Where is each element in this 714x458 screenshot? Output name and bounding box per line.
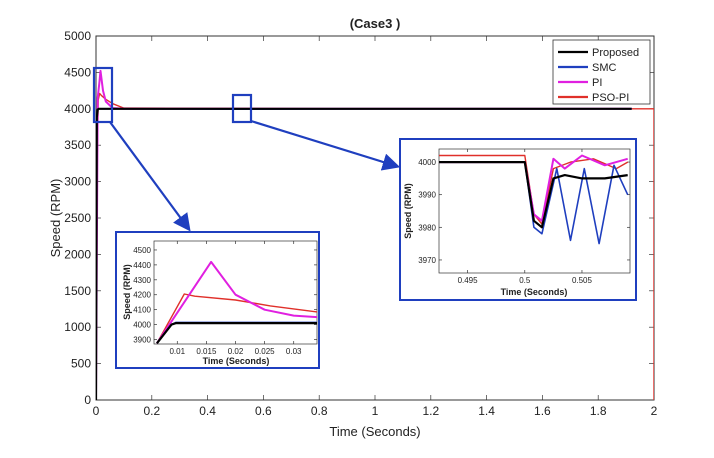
zoom-startup-ytick-label: 4300: [133, 276, 151, 285]
main-ytick-label: 2000: [64, 247, 91, 261]
legend-label-smc: SMC: [592, 62, 617, 74]
inset-disturbance: 0.495 0.5 0.505 3970 3980 3990 4000 Time (Seco…: [399, 138, 637, 301]
zoom-disturbance-ytick-label: 3990: [418, 191, 436, 200]
main-xtick-label: 0.4: [199, 404, 216, 418]
main-xtick-label: 0: [93, 404, 100, 418]
zoom-arrow-disturbance: [250, 119, 401, 171]
zoom-startup-ytick-label: 4400: [133, 261, 151, 270]
y-axis-label: Speed (RPM): [48, 179, 63, 258]
main-ytick-label: 1000: [64, 320, 91, 334]
main-xtick-label: 2: [651, 404, 658, 418]
main-ytick-label: 3500: [64, 138, 91, 152]
inset-disturbance-ylabel: Speed (RPM): [403, 183, 413, 239]
zoom-startup-xtick-label: 0.025: [255, 347, 276, 356]
main-xtick-label: 0.2: [143, 404, 160, 418]
main-xtick-label: 0.8: [311, 404, 328, 418]
zoom-startup-xtick-label: 0.01: [169, 347, 185, 356]
main-xtick-label: 1.8: [590, 404, 607, 418]
inset-startup-ticks: 0.01 0.015 0.02 0.025 0.03 3900 4000 4100 4200 43…: [133, 241, 317, 356]
main-ytick-label: 5000: [64, 29, 91, 43]
zoom-disturbance-ytick-label: 3980: [418, 223, 436, 232]
main-series: [96, 69, 654, 400]
zoom-arrow-startup: [109, 121, 191, 232]
zoom-startup-series-proposed: [156, 322, 317, 344]
zoom-disturbance-series-proposed: [439, 161, 628, 229]
zoom-startup-xtick-label: 0.03: [286, 347, 302, 356]
zoom-box-startup: [92, 66, 114, 124]
zoom-startup-ytick-label: 4100: [133, 306, 151, 315]
main-xtick-label: 1.4: [478, 404, 495, 418]
zoom-disturbance-ytick-label: 3970: [418, 256, 436, 265]
zoom-startup-ytick-label: 4200: [133, 291, 151, 300]
inset-startup-xlabel: Time (Seconds): [203, 356, 270, 366]
main-xtick-label: 1.6: [534, 404, 551, 418]
main-ytick-label: 4000: [64, 102, 91, 116]
inset-disturbance-ticks: 0.495 0.5 0.505 3970 3980 3990 4000: [418, 149, 630, 285]
zoom-startup-series-pi: [156, 260, 317, 344]
zoom-disturbance-xtick-label: 0.495: [458, 276, 479, 285]
inset-startup-ylabel: Speed (RPM): [122, 264, 132, 320]
x-axis-label: Time (Seconds): [329, 424, 420, 439]
legend: Proposed SMC PI PSO-PI: [552, 39, 651, 105]
legend-label-pi: PI: [592, 77, 602, 89]
zoom-startup-xtick-label: 0.02: [228, 347, 244, 356]
main-ytick-label: 2500: [64, 211, 91, 225]
inset-startup-plot: [153, 240, 318, 345]
zoom-box-disturbance: [231, 93, 253, 124]
zoom-startup-ytick-label: 4500: [133, 246, 151, 255]
main-ytick-label: 1500: [64, 284, 91, 298]
inset-startup: 0.01 0.015 0.02 0.025 0.03 3900 4000 4100 4200 43…: [115, 231, 320, 369]
main-ticks: 0 0.2 0.4 0.6 0.8 1 1.2 1.4 1.6 1.8 2 0 500 1000 1500 2…: [64, 29, 657, 418]
legend-label-pso-pi: PSO-PI: [592, 92, 629, 104]
zoom-startup-ytick-label: 4000: [133, 321, 151, 330]
main-ytick-label: 0: [84, 393, 91, 407]
main-ytick-label: 500: [71, 357, 91, 371]
main-series-proposed: [96, 107, 632, 400]
zoom-startup-series-pso-pi: [156, 293, 317, 344]
zoom-disturbance-ytick-label: 4000: [418, 158, 436, 167]
zoom-startup-ytick-label: 3900: [133, 336, 151, 345]
main-xtick-label: 1: [372, 404, 379, 418]
zoom-startup-xtick-label: 0.015: [196, 347, 217, 356]
main-ytick-label: 4500: [64, 65, 91, 79]
inset-disturbance-series: [439, 154, 629, 245]
zoom-disturbance-xtick-label: 0.505: [572, 276, 593, 285]
legend-box: [552, 39, 651, 105]
chart-title: (Case3 ): [350, 16, 401, 31]
main-xtick-label: 1.2: [422, 404, 439, 418]
inset-disturbance-xlabel: Time (Seconds): [501, 287, 568, 297]
zoom-disturbance-xtick-label: 0.5: [519, 276, 531, 285]
main-xtick-label: 0.6: [255, 404, 272, 418]
legend-label-proposed: Proposed: [592, 47, 639, 59]
inset-startup-series: [156, 260, 317, 344]
inset-disturbance-plot: [438, 148, 631, 274]
main-ytick-label: 3000: [64, 175, 91, 189]
